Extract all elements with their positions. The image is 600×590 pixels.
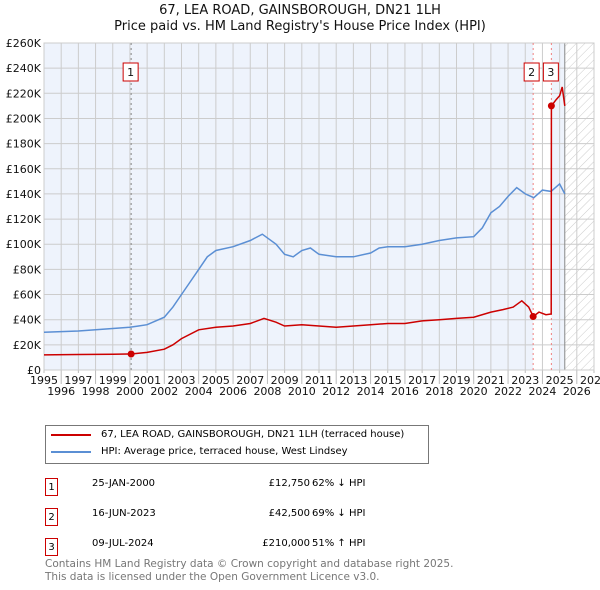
x-tick-label: 2020	[460, 385, 488, 398]
shaded-region	[44, 43, 534, 370]
legend: 67, LEA ROAD, GAINSBOROUGH, DN21 1LH (te…	[45, 425, 429, 464]
footer-line1: Contains HM Land Registry data © Crown c…	[45, 558, 454, 570]
legend-swatch-blue	[51, 450, 91, 453]
x-tick-label: 2012	[322, 385, 350, 398]
sale-hpi-diff: 51% ↑ HPI	[312, 538, 366, 549]
footer-line2: This data is licensed under the Open Gov…	[45, 571, 380, 583]
sale-price: £42,500	[268, 508, 310, 519]
x-tick-label: 2009	[271, 374, 299, 387]
x-tick-label: 2003	[168, 374, 196, 387]
footer: Contains HM Land Registry data © Crown c…	[45, 558, 453, 584]
x-tick-label: 2013	[339, 374, 367, 387]
x-tick-label: 2011	[305, 374, 333, 387]
y-tick-label: £140K	[6, 188, 42, 201]
sale-date: 16-JUN-2023	[92, 508, 156, 519]
x-tick-label: 2019	[443, 374, 471, 387]
legend-label: 67, LEA ROAD, GAINSBOROUGH, DN21 1LH (te…	[101, 429, 405, 440]
sale-label-box	[542, 62, 559, 82]
x-tick-label: 1996	[47, 385, 75, 398]
sale-price: £12,750	[268, 478, 310, 489]
sale-badge: 2	[45, 508, 58, 526]
x-tick-label: 2025	[546, 374, 574, 387]
chart-title: 67, LEA ROAD, GAINSBOROUGH, DN21 1LH	[159, 3, 441, 18]
x-tick-label: 2017	[408, 374, 436, 387]
legend-swatch-red	[51, 433, 91, 436]
x-tick-label: 2010	[288, 385, 316, 398]
x-tick-label: 1999	[99, 374, 127, 387]
x-tick-label: 2015	[374, 374, 402, 387]
sale-hpi-diff: 69% ↓ HPI	[312, 508, 366, 519]
x-tick-label: 1997	[64, 374, 92, 387]
x-tick-label: 2007	[236, 374, 264, 387]
sale-label-box	[122, 62, 139, 82]
sale-point	[127, 350, 135, 358]
x-tick-label: 1998	[82, 385, 110, 398]
sale-date: 09-JUL-2024	[92, 538, 154, 549]
sale-label-box	[523, 62, 540, 82]
price-chart: 1995199619971998199920002001200220032004…	[6, 37, 600, 398]
y-tick-label: £260K	[6, 37, 42, 50]
y-tick-label: £200K	[6, 112, 42, 125]
sale-point	[547, 102, 555, 110]
sale-point	[529, 313, 537, 321]
sale-label: 2	[528, 66, 535, 79]
y-tick-label: £100K	[6, 238, 42, 251]
x-tick-label: 2016	[391, 385, 419, 398]
y-tick-label: £160K	[6, 163, 42, 176]
sale-row: 1 25-JAN-2000 £12,750 62% ↓ HPI	[45, 475, 445, 496]
series-line	[43, 182, 566, 334]
y-tick-label: £40K	[13, 314, 42, 327]
sale-label: 1	[127, 66, 134, 79]
plot-border	[43, 42, 595, 371]
chart-subtitle: Price paid vs. HM Land Registry's House …	[114, 19, 486, 34]
sale-label: 3	[547, 66, 554, 79]
x-tick-label: 2006	[219, 385, 247, 398]
y-tick-label: £20K	[13, 339, 42, 352]
sale-date: 25-JAN-2000	[92, 478, 156, 489]
legend-label: HPI: Average price, terraced house, West…	[101, 446, 348, 457]
sale-row: 3 09-JUL-2024 £210,000 51% ↑ HPI	[45, 535, 445, 556]
legend-item-hpi: HPI: Average price, terraced house, West…	[51, 446, 348, 457]
series-line	[43, 86, 566, 356]
x-tick-label: 2005	[202, 374, 230, 387]
sale-badge: 1	[45, 478, 58, 496]
shaded-region	[551, 43, 565, 370]
y-tick-label: £120K	[6, 213, 42, 226]
legend-item-property: 67, LEA ROAD, GAINSBOROUGH, DN21 1LH (te…	[51, 429, 404, 440]
y-tick-label: £80K	[13, 263, 42, 276]
x-tick-label: 2022	[494, 385, 522, 398]
y-tick-label: £220K	[6, 87, 42, 100]
x-tick-label: 2001	[133, 374, 161, 387]
y-tick-label: £0	[27, 364, 41, 377]
x-tick-label: 2023	[511, 374, 539, 387]
y-tick-label: £180K	[6, 138, 42, 151]
x-tick-label: 2008	[253, 385, 281, 398]
x-tick-label: 2018	[425, 385, 453, 398]
future-hatch	[564, 43, 594, 370]
x-tick-label: 2000	[116, 385, 144, 398]
x-tick-label: 2026	[563, 385, 591, 398]
x-tick-label: 2002	[150, 385, 178, 398]
x-tick-label: 2027	[580, 374, 600, 387]
x-tick-label: 1995	[30, 374, 58, 387]
y-tick-label: £60K	[13, 289, 42, 302]
x-tick-label: 2021	[477, 374, 505, 387]
sale-hpi-diff: 62% ↓ HPI	[312, 478, 366, 489]
sale-price: £210,000	[262, 538, 310, 549]
sale-row: 2 16-JUN-2023 £42,500 69% ↓ HPI	[45, 505, 445, 526]
x-tick-label: 2004	[185, 385, 213, 398]
x-tick-label: 2014	[357, 385, 385, 398]
y-tick-label: £240K	[6, 62, 42, 75]
sale-badge: 3	[45, 538, 58, 556]
x-tick-label: 2024	[528, 385, 556, 398]
